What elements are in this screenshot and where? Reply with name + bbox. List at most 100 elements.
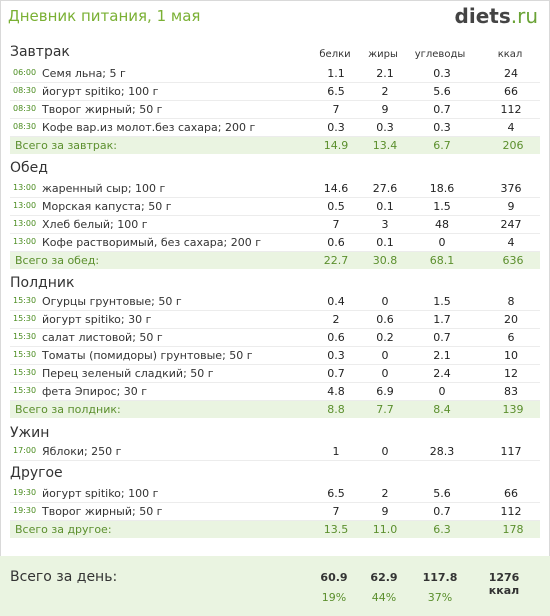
site-logo[interactable]: diets.ru [455,4,538,28]
food-row[interactable]: 15:30 фета Эпирос; 30 г 4.8 6.9 0 83 [10,383,540,401]
food-row[interactable]: 15:30 Огурцы грунтовые; 50 г 0.4 0 1.5 8 [10,293,540,311]
food-name[interactable]: йогурт spitiko; 100 г [42,85,159,98]
food-name[interactable]: Кофе вар.из молот.без сахара; 200 г [42,121,256,134]
food-time: 15:30 [13,332,37,341]
food-row[interactable]: 15:30 Томаты (помидоры) грунтовые; 50 г 0.… [10,347,540,365]
food-protein: 6.5 [327,487,345,500]
food-time: 19:30 [13,488,37,497]
food-carbs: 0 [438,385,446,398]
food-time: 08:30 [13,122,37,131]
food-row[interactable]: 08:30 йогурт spitiko; 100 г 6.5 2 5.6 66 [10,83,540,101]
food-row[interactable]: 15:30 Перец зеленый сладкий; 50 г 0.7 0 2.4 1… [10,365,540,383]
food-protein: 0.3 [327,349,345,362]
food-kcal: 10 [504,349,518,362]
food-time: 13:00 [13,237,37,246]
food-carbs: 0.7 [433,331,451,344]
food-carbs: 2.4 [433,367,451,380]
total-fat: 13.4 [372,139,398,152]
food-name[interactable]: Творог жирный; 50 г [42,103,163,116]
food-name[interactable]: Кофе растворимый, без сахара; 200 г [42,236,261,249]
food-protein: 14.6 [323,182,349,195]
food-kcal: 66 [504,487,518,500]
food-protein: 7 [332,505,340,518]
food-fat: 9 [381,505,389,518]
food-row[interactable]: 15:30 салат листовой; 50 г 0.6 0.2 0.7 6 [10,329,540,347]
food-name[interactable]: Огурцы грунтовые; 50 г [42,295,182,308]
meal-total-row: Всего за другое: 13.5 11.0 6.3 178 [10,521,540,538]
food-row[interactable]: 08:30 Кофе вар.из молот.без сахара; 200 г… [10,119,540,137]
food-name[interactable]: жаренный сыр; 100 г [42,182,166,195]
meal-total-label: Всего за другое: [15,523,112,536]
food-kcal: 24 [504,67,518,80]
day-total-fat: 62.9 [370,571,398,584]
food-name[interactable]: йогурт spitiko; 100 г [42,487,159,500]
food-protein: 1.1 [327,67,345,80]
food-fat: 0 [381,295,389,308]
total-fat: 30.8 [372,254,398,267]
day-pct-fat: 44% [371,591,397,604]
day-total-carbs: 117.8 [422,571,458,584]
column-header-protein: белки [319,49,351,60]
food-time: 17:00 [13,446,37,455]
food-fat: 6.9 [376,385,394,398]
meal-total-label: Всего за полдник: [15,403,121,416]
food-fat: 3 [381,218,389,231]
day-pct-carbs: 37% [427,591,453,604]
food-time: 06:00 [13,68,37,77]
food-fat: 0.1 [376,236,394,249]
page-title: Дневник питания, 1 мая [8,7,201,25]
food-row[interactable]: 13:00 жаренный сыр; 100 г 14.6 27.6 18.6 376 [10,180,540,198]
food-row[interactable]: 19:30 Творог жирный; 50 г 7 9 0.7 112 [10,503,540,521]
food-row[interactable]: 06:00 Семя льна; 5 г 1.1 2.1 0.3 24 [10,65,540,83]
food-fat: 27.6 [372,182,398,195]
meal-total-label: Всего за завтрак: [15,139,118,152]
day-total-protein: 60.9 [320,571,348,584]
day-total-label: Всего за день: [10,569,118,585]
food-name[interactable]: салат листовой; 50 г [42,331,163,344]
food-row[interactable]: 13:00 Морская капуста; 50 г 0.5 0.1 1.5 9 [10,198,540,216]
food-kcal: 83 [504,385,518,398]
food-protein: 1 [332,445,340,458]
food-time: 13:00 [13,201,37,210]
food-time: 19:30 [13,506,37,515]
food-kcal: 247 [500,218,522,231]
food-fat: 0.1 [376,200,394,213]
total-kcal: 206 [502,139,524,152]
food-kcal: 8 [507,295,515,308]
food-carbs: 0.7 [433,505,451,518]
food-row[interactable]: 13:00 Хлеб белый; 100 г 7 3 48 247 [10,216,540,234]
food-fat: 0 [381,349,389,362]
food-name[interactable]: Творог жирный; 50 г [42,505,163,518]
food-kcal: 4 [507,236,515,249]
food-row[interactable]: 08:30 Творог жирный; 50 г 7 9 0.7 112 [10,101,540,119]
food-fat: 0.6 [376,313,394,326]
food-row[interactable]: 17:00 Яблоки; 250 г 1 0 28.3 117 [10,443,540,461]
food-carbs: 5.6 [433,85,451,98]
food-protein: 6.5 [327,85,345,98]
food-name[interactable]: Семя льна; 5 г [42,67,126,80]
food-name[interactable]: Перец зеленый сладкий; 50 г [42,367,214,380]
food-row[interactable]: 19:30 йогурт spitiko; 100 г 6.5 2 5.6 66 [10,485,540,503]
food-name[interactable]: йогурт spitiko; 30 г [42,313,152,326]
food-time: 08:30 [13,104,37,113]
meal-title: Ужин [10,425,50,441]
food-row[interactable]: 13:00 Кофе растворимый, без сахара; 200 г… [10,234,540,252]
food-kcal: 66 [504,85,518,98]
total-protein: 22.7 [323,254,349,267]
food-protein: 0.5 [327,200,345,213]
total-fat: 7.7 [376,403,394,416]
food-name[interactable]: Томаты (помидоры) грунтовые; 50 г [42,349,253,362]
food-name[interactable]: Морская капуста; 50 г [42,200,172,213]
food-name[interactable]: фета Эпирос; 30 г [42,385,148,398]
food-kcal: 112 [500,103,522,116]
food-name[interactable]: Яблоки; 250 г [42,445,122,458]
total-kcal: 636 [502,254,524,267]
food-name[interactable]: Хлеб белый; 100 г [42,218,148,231]
food-protein: 2 [332,313,340,326]
food-carbs: 0 [438,236,446,249]
total-carbs: 68.1 [429,254,455,267]
total-carbs: 6.7 [433,139,451,152]
food-protein: 0.6 [327,236,345,249]
food-row[interactable]: 15:30 йогурт spitiko; 30 г 2 0.6 1.7 20 [10,311,540,329]
food-time: 15:30 [13,386,37,395]
